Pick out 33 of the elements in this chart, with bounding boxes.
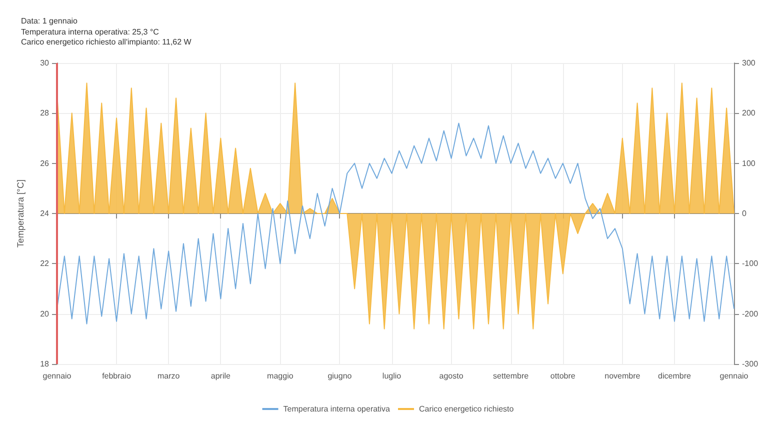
y-tick-label: 28: [40, 108, 50, 118]
x-tick-label: gennaio: [42, 372, 72, 380]
y-tick-label: 18: [40, 360, 50, 368]
y-tick-label: 30: [40, 58, 50, 68]
text: Carico energetico richiesto all'impianto: 11,62 W: [21, 38, 192, 46]
y-tick-label: 22: [40, 259, 50, 268]
x-tick-label: settembre: [493, 372, 530, 380]
y2-tick-label: 0: [742, 209, 747, 218]
y-tick-label: 26: [40, 158, 50, 168]
y2-tick-label: -300: [742, 360, 759, 368]
x-tick-label: aprile: [210, 372, 231, 380]
y-tick-label: 24: [40, 209, 50, 218]
y2-tick-label: 200: [742, 108, 756, 118]
x-tick-label: agosto: [439, 372, 464, 380]
y-tick-label: 20: [40, 309, 50, 318]
legend-label: Temperatura interna operativa: [283, 404, 391, 414]
x-tick-label: luglio: [382, 372, 402, 380]
x-tick-label: ottobre: [550, 372, 576, 380]
x-tick-label: maggio: [267, 372, 294, 380]
x-tick-label: giugno: [328, 372, 352, 380]
x-tick-label: febbraio: [102, 372, 132, 380]
y2-tick-label: 100: [742, 158, 756, 168]
chart-title: Data: 1 gennaio: [21, 16, 78, 26]
legend-label: Carico energetico richiesto: [419, 404, 514, 414]
x-tick-label: dicembre: [658, 372, 692, 380]
x-tick-label: gennaio: [720, 372, 749, 380]
text: Temperatura interna operativa: 25,3 °C: [21, 28, 160, 36]
y2-tick-label: -200: [742, 309, 759, 318]
x-tick-label: marzo: [157, 372, 180, 380]
y-axis-title: Temperatura [°C]: [16, 179, 26, 248]
y2-tick-label: 300: [742, 58, 756, 68]
x-tick-label: novembre: [604, 372, 641, 380]
y2-tick-label: -100: [742, 259, 759, 268]
